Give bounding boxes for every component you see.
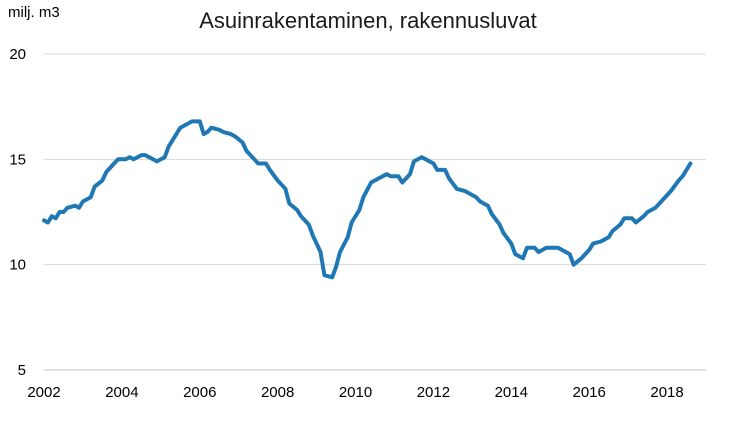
x-tick-label: 2014 <box>495 384 528 401</box>
y-tick-label: 5 <box>18 362 26 379</box>
x-tick-label: 2006 <box>183 384 216 401</box>
y-tick-label: 10 <box>9 257 26 274</box>
y-axis-ticks: 5 10 15 20 <box>9 46 26 379</box>
y-tick-label: 20 <box>9 46 26 63</box>
x-axis-ticks: 2002 2004 2006 2008 2010 2012 2014 2016 2018 <box>27 384 683 401</box>
y-axis-unit-label: milj. m3 <box>8 4 60 21</box>
x-tick-label: 2008 <box>261 384 294 401</box>
series-line-0 <box>42 119 693 280</box>
x-tick-label: 2018 <box>650 384 683 401</box>
y-tick-label: 15 <box>9 151 26 168</box>
chart-title: Asuinrakentaminen, rakennusluvat <box>199 8 537 33</box>
gridlines <box>44 53 706 371</box>
plot-area <box>42 119 693 280</box>
x-tick-label: 2010 <box>339 384 372 401</box>
x-tick-label: 2004 <box>105 384 138 401</box>
x-tick-label: 2012 <box>417 384 450 401</box>
x-tick-label: 2016 <box>572 384 605 401</box>
x-tick-label: 2002 <box>27 384 60 401</box>
